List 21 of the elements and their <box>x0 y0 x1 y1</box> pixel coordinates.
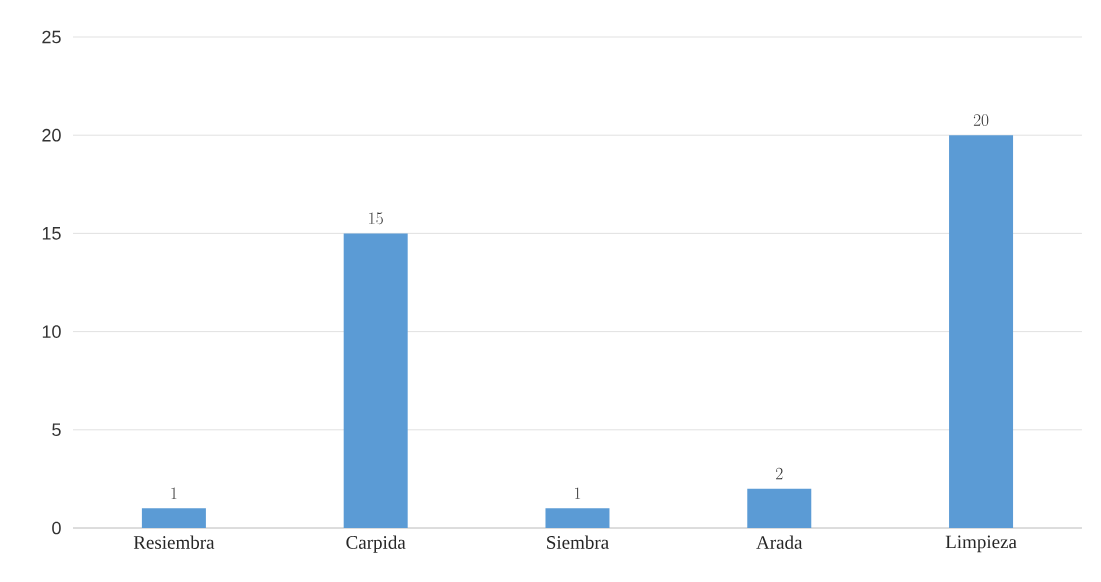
y-tick-label: 10 <box>42 325 61 338</box>
bar <box>949 135 1014 528</box>
x-tick-label: Arada <box>756 535 803 549</box>
bar <box>545 508 610 528</box>
data-label: 1 <box>575 487 581 499</box>
x-tick-label: Siembra <box>547 535 609 549</box>
y-tick-label: 0 <box>52 521 61 535</box>
y-tick-label: 20 <box>42 128 61 142</box>
y-tick-label: 5 <box>52 423 61 437</box>
bar <box>343 233 408 528</box>
bar <box>747 488 812 528</box>
bar <box>141 508 206 528</box>
data-label: 15 <box>369 212 383 225</box>
x-tick-label: Carpida <box>346 535 406 553</box>
data-label: 2 <box>776 467 783 480</box>
data-label: 20 <box>973 114 989 126</box>
x-tick-label: Limpieza <box>945 535 1017 553</box>
data-label: 1 <box>171 487 177 499</box>
x-tick-label: Resiembra <box>133 535 215 549</box>
y-tick-label: 25 <box>42 30 61 44</box>
y-tick-label: 15 <box>42 227 61 240</box>
